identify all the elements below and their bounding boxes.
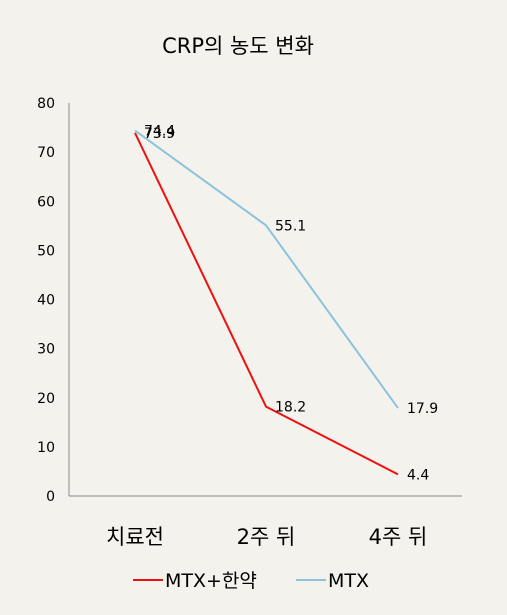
legend: MTX+한약 MTX: [133, 570, 369, 592]
series-lines: [134, 129, 399, 476]
axes: [68, 103, 462, 497]
data-label: 4.4: [407, 467, 429, 483]
y-tick-label: 30: [37, 342, 55, 358]
chart-title: CRP의 농도 변화: [162, 34, 314, 58]
series-line: [134, 132, 399, 476]
y-tick-label: 0: [46, 489, 55, 505]
y-tick-label: 20: [37, 391, 55, 407]
data-labels: 73.9 18.2 4.4 74.4 55.1 17.9: [144, 124, 438, 484]
x-tick-label: 4주 뒤: [369, 525, 428, 549]
x-axis-ticks: 치료전 2주 뒤 4주 뒤: [106, 525, 427, 549]
data-label: 73.9: [144, 126, 175, 142]
data-label: 18.2: [275, 400, 306, 416]
series-line: [134, 129, 399, 409]
x-tick-label: 치료전: [106, 525, 164, 549]
x-tick-label: 2주 뒤: [237, 525, 296, 549]
y-tick-label: 80: [37, 96, 55, 112]
y-tick-label: 10: [37, 440, 55, 456]
y-axis-ticks: 0 10 20 30 40 50 60 70 80: [37, 96, 55, 505]
legend-label: MTX+한약: [165, 570, 257, 592]
data-label: 74.4: [144, 124, 175, 140]
legend-label: MTX: [328, 570, 369, 592]
y-tick-label: 50: [37, 243, 55, 259]
data-label: 17.9: [407, 401, 438, 417]
y-tick-label: 70: [37, 145, 55, 161]
y-tick-label: 40: [37, 293, 55, 309]
data-label: 55.1: [275, 218, 306, 234]
y-tick-label: 60: [37, 194, 55, 210]
